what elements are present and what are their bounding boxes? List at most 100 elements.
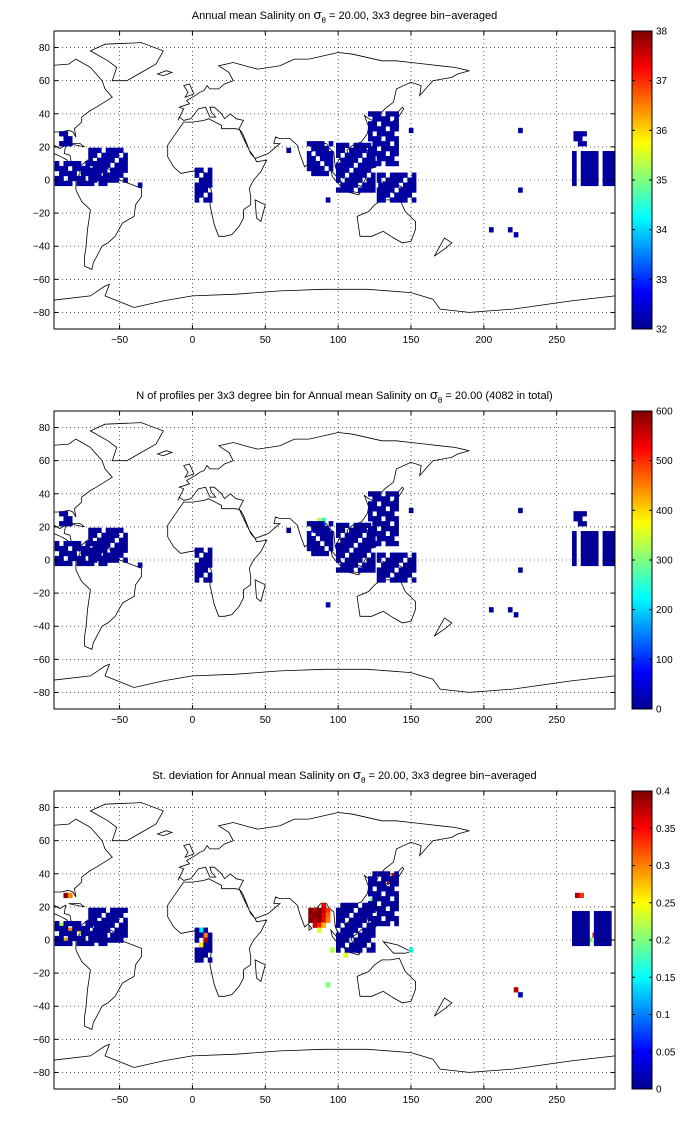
data-bin [385,562,391,568]
data-bin [194,957,200,963]
data-bin [203,187,209,193]
colorbar-tick-label: 32 [656,325,668,336]
data-bin [385,182,391,188]
data-bin [385,516,391,522]
data-bin [349,162,354,168]
data-bin [381,535,386,542]
data-bin [606,935,612,942]
data-bin [54,540,60,547]
data-bin [589,180,595,187]
data-bin [606,930,612,937]
data-bin [315,521,321,527]
data-bin [340,172,345,178]
data-bin [317,912,322,918]
data-bin [606,540,612,547]
data-bin [63,940,69,947]
x-tick-label: 100 [330,335,347,346]
colorbar-tick-label: 500 [656,456,673,467]
data-bin [378,182,383,188]
data-bin [593,165,599,172]
data-bin [123,927,128,933]
data-bin [602,545,608,552]
data-bin [357,187,363,193]
data-bin [593,180,599,187]
data-bin [101,542,107,548]
data-bin [368,501,373,507]
data-bin [59,930,64,937]
data-bin [194,552,200,558]
grid [54,31,615,329]
data-bin [203,577,209,583]
data-bin [198,932,204,938]
data-bin [110,152,115,158]
data-bin [368,526,373,532]
data-bin [80,165,86,172]
data-bin [357,152,363,158]
data-bin [105,922,111,928]
data-bin [606,560,612,567]
y-tick-label: −20 [33,209,50,220]
data-bin [385,876,391,882]
data-bin [585,180,590,187]
data-bin [67,560,73,567]
data-bin [357,552,363,558]
data-bin [381,501,386,507]
data-bin [63,160,69,167]
data-bin [353,142,359,149]
data-bin [203,557,209,563]
data-bin [407,572,413,578]
coastline [433,237,453,257]
coastline [89,802,164,842]
data-bin [63,920,69,927]
data-bin [370,927,376,933]
coastline [433,617,453,637]
chart-title: Annual mean Salinity on σθ = 20.00, 3x3 … [192,7,497,25]
data-bin [368,146,373,152]
data-bin [507,227,513,233]
data-bin [105,177,111,183]
data-bin [105,552,111,558]
x-tick-label: 200 [476,335,493,346]
data-bin [59,925,64,932]
data-bin [118,162,124,168]
data-bin [394,151,399,157]
data-bin [580,165,586,172]
data-bin [198,957,204,963]
data-bin [606,531,612,537]
data-bin [198,927,204,933]
data-bin [88,932,93,938]
data-bin [598,920,603,927]
data-bin [606,155,612,162]
data-bin [372,876,378,882]
data-bin [76,545,82,552]
data-bin [372,151,378,157]
data-bin [572,165,577,172]
data-bin [67,160,73,167]
data-bin [362,937,367,943]
data-bin [372,496,378,502]
data-bin [335,522,341,529]
data-bin [369,897,375,904]
data-bin [98,555,104,562]
y-tick-label: −20 [33,969,50,980]
data-bin [598,930,603,937]
data-bin [312,912,318,918]
data-bin [394,915,399,922]
data-bin [394,491,399,497]
data-bin [194,182,200,188]
colorbar-tick-label: 35 [656,176,668,187]
data-bin [389,911,395,917]
data-bin [92,912,98,918]
data-bin [349,537,354,543]
data-bin [353,147,359,153]
data-bin [308,917,313,923]
data-bin [368,901,373,907]
data-bin [593,550,599,557]
data-bin [381,192,386,198]
data-bin [576,935,582,942]
data-bin [76,160,82,167]
data-bin [362,142,367,149]
data-bin [411,562,417,568]
data-bin [194,562,200,568]
data-bin [362,157,367,163]
